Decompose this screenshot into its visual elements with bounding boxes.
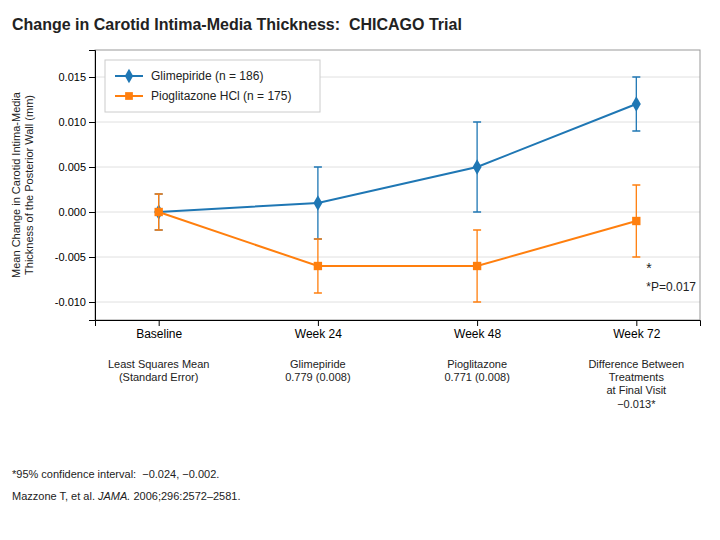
y-tick-label: -0.010 [55,296,86,308]
y-tick-mark [89,167,95,168]
x-tick-label: Week 72 [613,327,660,341]
x-tick: Baseline [136,320,182,341]
point [473,262,481,270]
point [632,96,641,112]
y-tick: 0.015 [58,71,95,83]
plot-area: -0.010 -0.005 0.000 0.005 0.010 0.015 Baseline… [55,50,701,341]
x-tick: Week 72 [613,320,660,341]
legend-box [105,60,320,112]
footnote-part: JAMA. [97,490,130,502]
point [314,262,322,270]
x-tick-mark [318,320,319,326]
point [155,208,163,216]
y-tick-label: 0.005 [58,161,86,173]
footnote: *95% confidence interval: −0.024, −0.002… [12,468,219,480]
error-bar [155,194,163,230]
x-axis-line [96,321,701,327]
error-bar [155,194,163,230]
x-tick-label: Baseline [136,327,182,341]
title: Change in Carotid Intima-Media Thickness… [12,16,462,33]
x-tick-mark [477,320,478,326]
summary-table: Least Squares Mean(Standard Error) Glimep… [108,358,684,410]
legend-swatch-marker [125,69,133,83]
grid-line [95,167,700,168]
grid-line [95,302,700,303]
legend: Glimepiride (n = 186) Pioglitazone HCl (n… [105,60,320,112]
plot-frame [95,50,700,320]
table-cell-line: Treatments [609,371,665,383]
point [473,159,482,175]
y-tick-label: 0.010 [58,116,86,128]
x-tick-mark [636,320,637,326]
y-axis-line [89,51,96,321]
x-axis: Baseline Week 24 Week 48 Week 72 [96,320,701,341]
x-tick: Week 24 [295,320,342,341]
annotation: *P=0.017 [646,280,696,294]
error-bar [632,77,640,131]
series [155,185,641,302]
legend-item: Glimepiride (n = 186) [115,69,263,83]
footnote-part: 2006;296:2572–2581. [130,490,240,502]
y-tick: -0.010 [55,296,95,308]
legend-swatch-marker [125,92,133,100]
table-cell: Difference BetweenTreatmentsat Final Vis… [588,358,684,410]
series-line [159,212,637,266]
y-tick: 0.010 [58,116,95,128]
point [632,217,640,225]
y-tick: 0.000 [58,206,95,218]
chart: Change in Carotid Intima-Media Thickness… [0,0,720,540]
table-cell-line: Least Squares Mean [108,358,210,370]
y-tick: 0.005 [58,161,95,173]
error-bar [473,122,481,212]
footnote: Mazzone T, et al. JAMA. 2006;296:2572–25… [12,490,241,502]
legend-label: Glimepiride (n = 186) [151,69,263,83]
y-axis-title: Mean Change in Carotid Intima-MediaThick… [10,91,35,278]
annotations: * *P=0.017 [646,260,696,294]
y-tick-label: 0.015 [58,71,86,83]
x-tick: Week 48 [454,320,501,341]
y-axis: -0.010 -0.005 0.000 0.005 0.010 0.015 [55,51,96,321]
point [313,195,322,211]
annotation: * [646,260,652,276]
error-bar [314,167,322,239]
error-bar [632,185,640,257]
grid-line [95,122,700,123]
table-cell-line: Glimepiride [290,358,346,370]
y-axis-title-line: Mean Change in Carotid Intima-Media [10,91,22,278]
table-cell-line: Pioglitazone [447,358,507,370]
legend-label: Pioglitazone HCl (n = 175) [151,89,291,103]
y-tick-mark [89,212,95,213]
y-tick-mark [89,122,95,123]
y-tick-mark [89,302,95,303]
footnote-part: Mazzone T, et al. [12,490,98,502]
y-axis-title-line: Thickness of the Posterior Wall (mm) [23,95,35,275]
footnotes: *95% confidence interval: −0.024, −0.002… [12,468,241,502]
series-line [159,104,637,212]
table-cell: Pioglitazone0.771 (0.008) [444,358,509,383]
y-tick: -0.005 [55,251,95,263]
error-bar [314,239,322,293]
table-cell-line: 0.779 (0.008) [285,371,350,383]
y-tick-mark [89,77,95,78]
y-tick-mark [89,257,95,258]
footnote-part: *95% confidence interval: −0.024, −0.002… [12,468,219,480]
y-tick-label: 0.000 [58,206,86,218]
x-tick-label: Week 24 [295,327,342,341]
y-tick-label: -0.005 [55,251,86,263]
table-cell-line: (Standard Error) [119,371,198,383]
table-cell: Least Squares Mean(Standard Error) [108,358,210,383]
x-tick-mark [159,320,160,326]
table-cell-line: at Final Visit [606,384,666,396]
table-cell-line: −0.013* [617,398,656,410]
error-bar [473,230,481,302]
grid-line [95,257,700,258]
grid-line [95,212,700,213]
table-cell-line: 0.771 (0.008) [444,371,509,383]
legend-item: Pioglitazone HCl (n = 175) [115,89,291,103]
x-tick-label: Week 48 [454,327,501,341]
table-cell: Glimepiride0.779 (0.008) [285,358,350,383]
table-cell-line: Difference Between [588,358,684,370]
